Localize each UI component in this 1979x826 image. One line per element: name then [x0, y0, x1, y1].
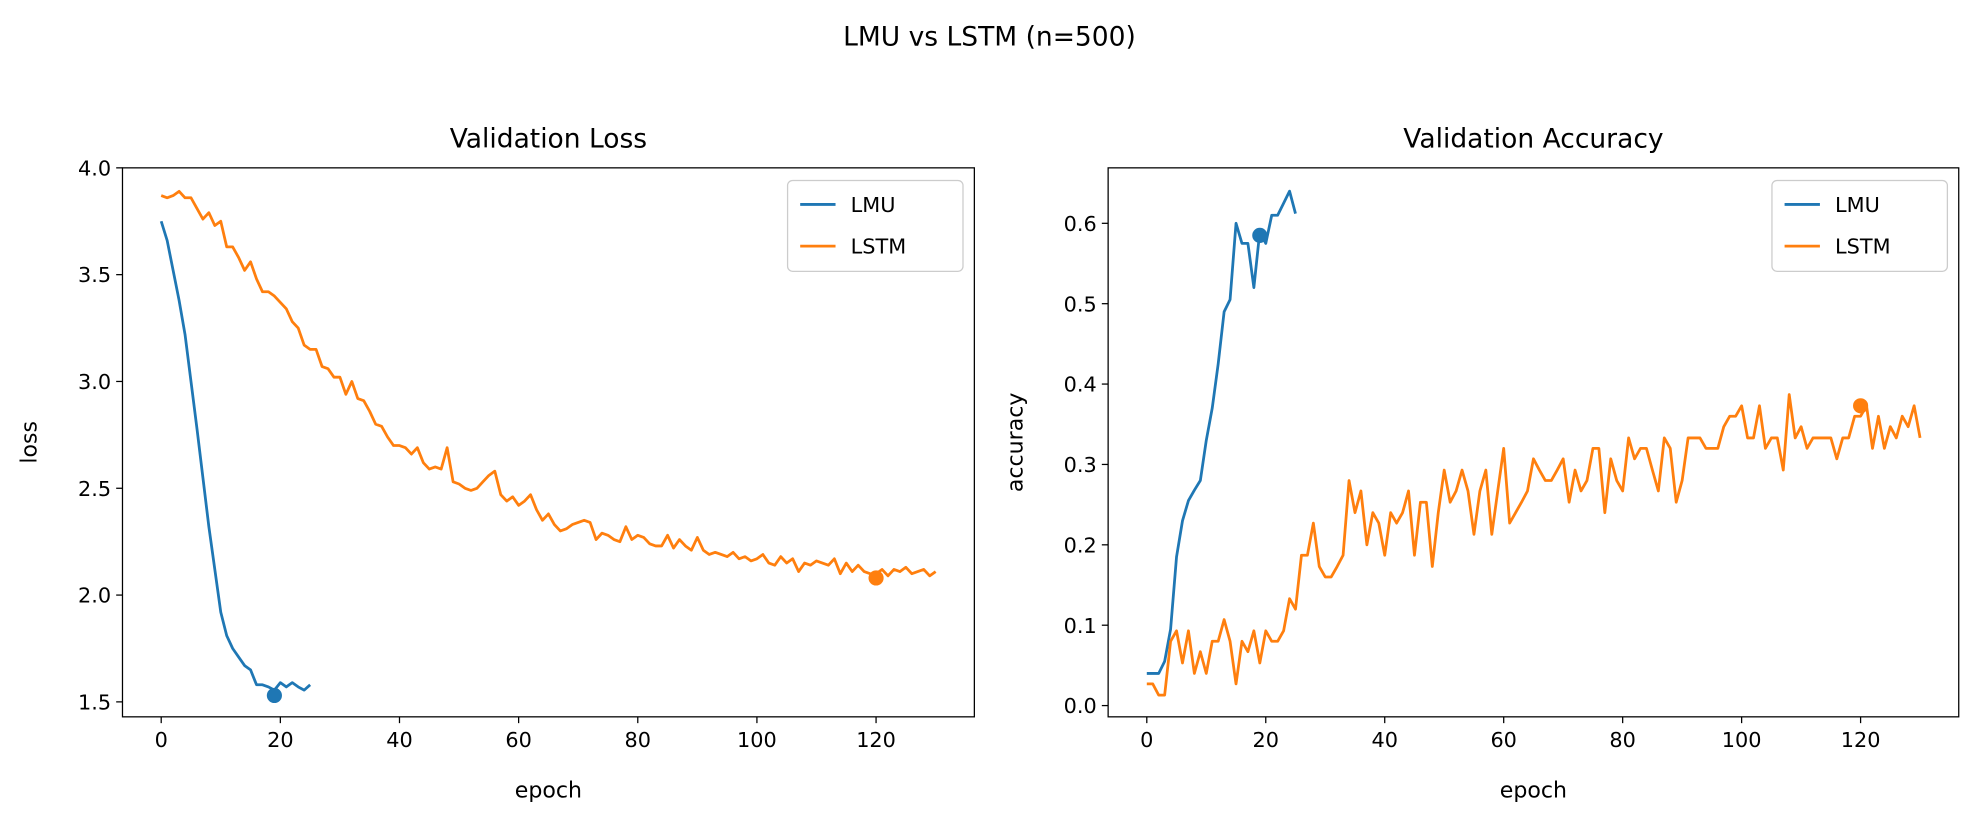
x-tick-label: 20 [1253, 728, 1279, 752]
legend-label: LSTM [851, 235, 906, 259]
best-point [266, 687, 282, 704]
y-tick-label: 4.0 [78, 156, 111, 180]
x-tick-label: 120 [856, 728, 896, 752]
x-tick-label: 20 [267, 728, 293, 752]
x-tick-label: 120 [1841, 728, 1881, 752]
y-tick-label: 3.0 [78, 370, 111, 394]
legend-label: LMU [1835, 193, 1880, 217]
y-tick-label: 1.5 [78, 690, 111, 714]
x-axis-label: epoch [515, 779, 582, 804]
y-tick-label: 2.5 [78, 477, 111, 501]
best-point [1252, 227, 1268, 243]
x-tick-label: 40 [386, 728, 412, 752]
x-tick-label: 0 [1140, 728, 1153, 752]
axes-title: Validation Accuracy [1403, 124, 1663, 155]
x-tick-label: 40 [1371, 728, 1397, 752]
x-tick-label: 0 [155, 728, 168, 752]
y-tick-label: 0.4 [1064, 373, 1097, 397]
y-tick-label: 0.5 [1064, 292, 1097, 316]
series-line [1146, 189, 1297, 675]
axes-frame [1107, 167, 1960, 718]
axes-frame [121, 167, 975, 718]
x-tick-label: 80 [625, 728, 651, 752]
y-tick-label: 2.0 [78, 584, 111, 608]
best-point [1853, 398, 1869, 414]
y-tick-label: 0.0 [1064, 694, 1097, 718]
y-tick-label: 0.2 [1064, 533, 1097, 557]
x-tick-label: 80 [1609, 728, 1635, 752]
legend-label: LSTM [1835, 235, 1890, 259]
series-line [1146, 393, 1922, 697]
y-tick-label: 0.1 [1064, 614, 1097, 638]
y-tick-label: 0.6 [1064, 212, 1097, 236]
x-axis-label: epoch [1500, 779, 1567, 804]
y-axis-label: loss [18, 421, 43, 464]
best-point [868, 570, 884, 586]
series-line [159, 220, 312, 692]
y-axis-label: accuracy [1003, 393, 1028, 493]
figure-title: LMU vs LSTM (n=500) [843, 21, 1136, 52]
x-tick-label: 100 [1722, 728, 1762, 752]
x-tick-label: 60 [1490, 728, 1516, 752]
y-tick-label: 3.5 [78, 263, 111, 287]
legend-label: LMU [851, 193, 896, 217]
y-tick-label: 0.3 [1064, 453, 1097, 477]
x-tick-label: 60 [505, 728, 531, 752]
axes-title: Validation Loss [450, 124, 647, 155]
series-line [160, 189, 937, 578]
x-tick-label: 100 [737, 728, 777, 752]
